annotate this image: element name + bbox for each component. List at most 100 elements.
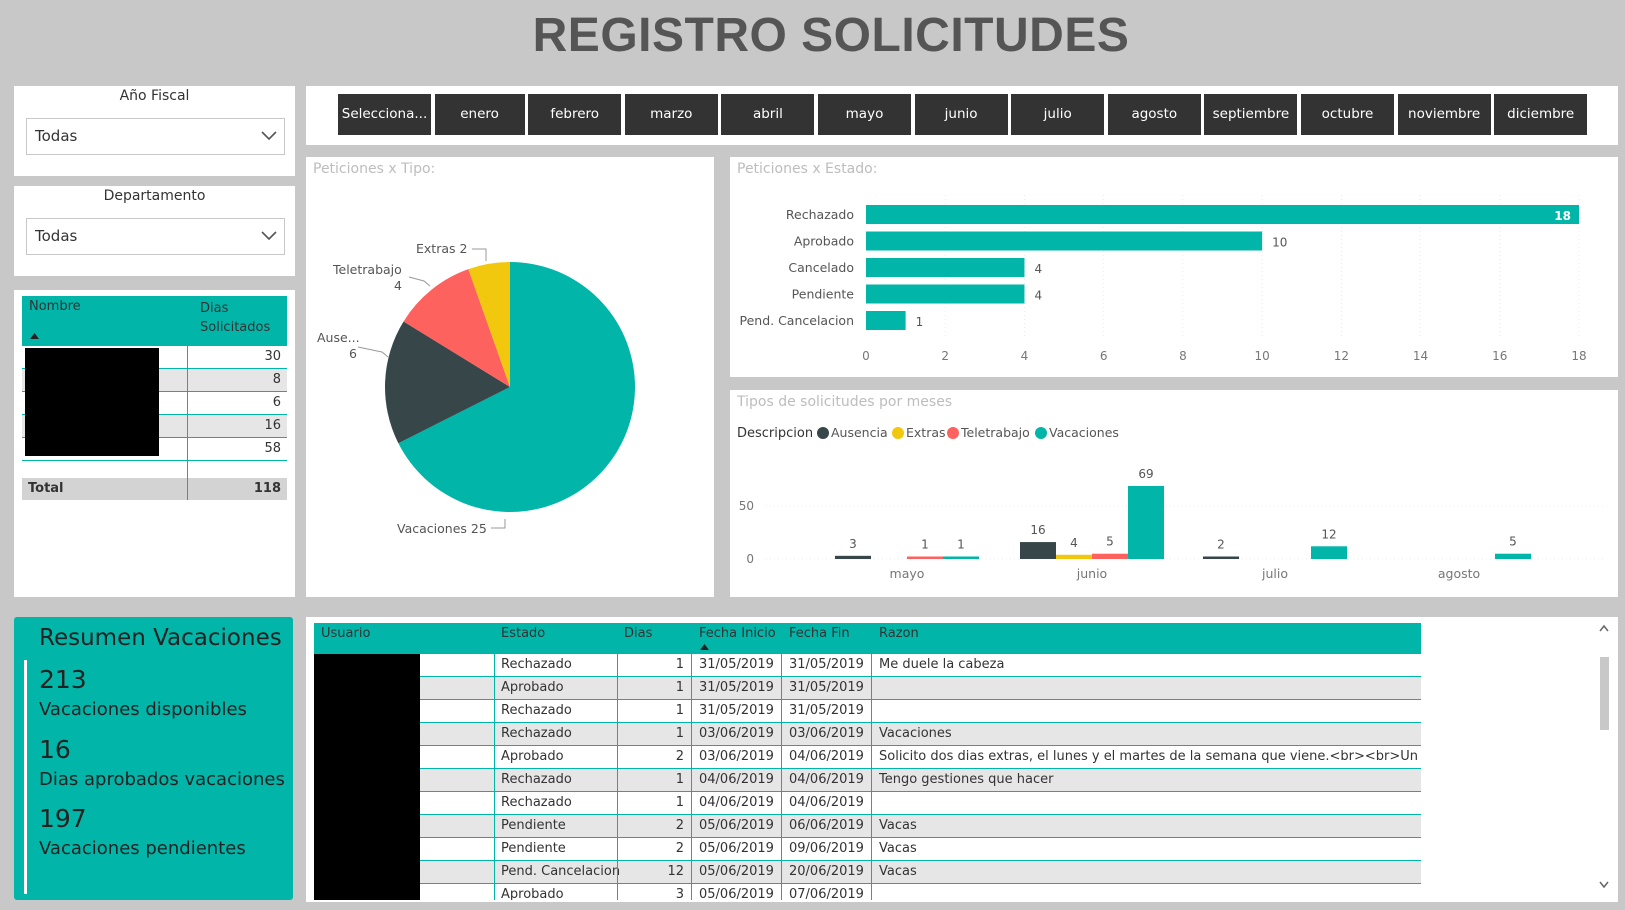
column-divider bbox=[494, 815, 495, 838]
legend-item[interactable]: Ausencia bbox=[831, 425, 888, 440]
scroll-down-icon[interactable] bbox=[1599, 881, 1609, 889]
column-divider bbox=[494, 654, 495, 677]
pie-slice-ause[interactable] bbox=[385, 321, 510, 444]
bar-value-label: 4 bbox=[1034, 262, 1042, 276]
pie-slice-vacaciones[interactable] bbox=[398, 262, 635, 512]
fin-cell: 04/06/2019 bbox=[789, 772, 864, 787]
legend-item[interactable]: Teletrabajo bbox=[960, 425, 1030, 440]
fin-cell: 03/06/2019 bbox=[789, 726, 864, 741]
col-fecha-fin-header[interactable]: Fecha Fin bbox=[789, 626, 850, 641]
legend-marker bbox=[1035, 427, 1047, 439]
column-value-label: 5 bbox=[1106, 535, 1114, 549]
kpi-available-value: 213 bbox=[39, 665, 87, 694]
fiscal-year-value: Todas bbox=[35, 127, 78, 145]
table-row[interactable]: Pendiente 2 05/06/2019 06/06/2019 Vacas bbox=[314, 815, 1421, 838]
month-button-3[interactable]: marzo bbox=[624, 94, 718, 135]
table-row[interactable]: Pend. Cancelacion 12 05/06/2019 20/06/2019 V… bbox=[314, 861, 1421, 884]
column-divider bbox=[781, 769, 782, 792]
x-tick-label: 16 bbox=[1492, 349, 1507, 363]
estado-cell: Pendiente bbox=[501, 841, 566, 856]
col-nombre-header[interactable]: Nombre bbox=[29, 299, 81, 314]
inicio-cell: 03/06/2019 bbox=[699, 726, 774, 741]
table-scrollbar[interactable] bbox=[1596, 621, 1612, 896]
column-value-label: 69 bbox=[1138, 467, 1153, 481]
table-row[interactable]: Rechazado 1 31/05/2019 31/05/2019 Me duele l… bbox=[314, 654, 1421, 677]
legend-item[interactable]: Extras bbox=[906, 425, 946, 440]
table-row[interactable]: Rechazado 1 31/05/2019 31/05/2019 bbox=[314, 700, 1421, 723]
column-divider bbox=[494, 792, 495, 815]
month-button-9[interactable]: septiembre bbox=[1204, 94, 1298, 135]
table-row[interactable]: Aprobado 2 03/06/2019 04/06/2019 Solicito do… bbox=[314, 746, 1421, 769]
column-divider bbox=[494, 677, 495, 700]
bar-pendcancelacion[interactable] bbox=[866, 311, 906, 330]
pie-label: Extras 2 bbox=[416, 241, 467, 256]
month-button-5[interactable]: mayo bbox=[818, 94, 911, 135]
bar-cancelado[interactable] bbox=[866, 258, 1025, 277]
column-divider bbox=[691, 884, 692, 900]
estado-cell: Aprobado bbox=[501, 887, 564, 900]
x-tick-label: 10 bbox=[1254, 349, 1269, 363]
col-razon-header[interactable]: Razon bbox=[879, 626, 919, 641]
column-vacaciones-julio[interactable] bbox=[1311, 546, 1347, 559]
table-row[interactable]: Rechazado 1 04/06/2019 04/06/2019 bbox=[314, 792, 1421, 815]
month-button-2[interactable]: febrero bbox=[528, 94, 622, 135]
column-divider bbox=[494, 700, 495, 723]
table-row[interactable]: Rechazado 1 04/06/2019 04/06/2019 Tengo gest… bbox=[314, 769, 1421, 792]
month-button-1[interactable]: enero bbox=[434, 94, 525, 135]
bar-rechazado[interactable] bbox=[866, 205, 1579, 224]
month-button-0[interactable]: Selecciona... bbox=[338, 94, 431, 135]
y-tick-label: 0 bbox=[746, 552, 754, 566]
pie-slice-teletrabajo[interactable] bbox=[403, 269, 510, 387]
table-row[interactable]: Aprobado 3 05/06/2019 07/06/2019 bbox=[314, 884, 1421, 900]
dias-cell: 8 bbox=[272, 372, 281, 387]
month-button-4[interactable]: abril bbox=[721, 94, 815, 135]
col-usuario-header[interactable]: Usuario bbox=[321, 626, 371, 641]
col-estado-header[interactable]: Estado bbox=[501, 626, 546, 641]
table-row[interactable]: Rechazado 1 03/06/2019 03/06/2019 Vacaciones bbox=[314, 723, 1421, 746]
chevron-down-icon bbox=[261, 231, 277, 241]
column-divider bbox=[617, 723, 618, 746]
legend-item[interactable]: Vacaciones bbox=[1049, 425, 1119, 440]
table-row[interactable]: Aprobado 1 31/05/2019 31/05/2019 bbox=[314, 677, 1421, 700]
col-fecha-inicio-header[interactable]: Fecha Inicio bbox=[699, 626, 776, 641]
razon-cell: Tengo gestiones que hacer bbox=[879, 772, 1054, 787]
column-vacaciones-agosto[interactable] bbox=[1495, 553, 1531, 559]
column-ausencia-junio[interactable] bbox=[1020, 542, 1056, 559]
fiscal-year-dropdown[interactable]: Todas bbox=[26, 118, 285, 155]
month-button-7[interactable]: julio bbox=[1011, 94, 1105, 135]
column-divider bbox=[617, 792, 618, 815]
inicio-cell: 04/06/2019 bbox=[699, 772, 774, 787]
estado-cell: Rechazado bbox=[501, 772, 572, 787]
month-button-10[interactable]: octubre bbox=[1301, 94, 1394, 135]
month-button-11[interactable]: noviembre bbox=[1397, 94, 1491, 135]
column-divider bbox=[781, 654, 782, 677]
bar-aprobado[interactable] bbox=[866, 231, 1263, 251]
col-dias-header[interactable]: Dias Solicitados bbox=[200, 301, 271, 335]
month-button-6[interactable]: junio bbox=[914, 94, 1008, 135]
department-dropdown[interactable]: Todas bbox=[26, 218, 285, 255]
kpi-pending-value: 197 bbox=[39, 804, 87, 833]
month-button-8[interactable]: agosto bbox=[1107, 94, 1201, 135]
scroll-up-icon[interactable] bbox=[1599, 624, 1609, 632]
column-ausencia-mayo[interactable] bbox=[835, 555, 871, 559]
column-ausencia-julio[interactable] bbox=[1203, 556, 1239, 560]
dias-cell: 2 bbox=[675, 841, 684, 856]
column-extras-junio[interactable] bbox=[1056, 554, 1092, 559]
month-button-12[interactable]: diciembre bbox=[1494, 94, 1588, 135]
category-label: Pend. Cancelacion bbox=[739, 313, 854, 328]
bar-value-label: 4 bbox=[1034, 289, 1042, 303]
column-teletrabajo-junio[interactable] bbox=[1092, 553, 1128, 559]
monthly-column-chart: Descripcion Ausencia Extras Teletrabajo Vaca… bbox=[737, 425, 1605, 581]
column-vacaciones-mayo[interactable] bbox=[943, 556, 979, 560]
scrollbar-thumb[interactable] bbox=[1600, 657, 1609, 730]
pie-slice-extras[interactable] bbox=[468, 262, 510, 387]
table-row[interactable]: Pendiente 2 05/06/2019 09/06/2019 Vacas bbox=[314, 838, 1421, 861]
razon-cell: Vacas bbox=[879, 818, 917, 833]
category-label: Aprobado bbox=[794, 234, 854, 249]
bar-pendiente[interactable] bbox=[866, 284, 1025, 304]
dias-cell: 1 bbox=[675, 795, 684, 810]
col-dias-header[interactable]: Dias bbox=[624, 626, 653, 641]
column-teletrabajo-mayo[interactable] bbox=[907, 556, 943, 560]
pie-label: 6 bbox=[349, 346, 357, 361]
column-vacaciones-junio[interactable] bbox=[1128, 486, 1164, 559]
